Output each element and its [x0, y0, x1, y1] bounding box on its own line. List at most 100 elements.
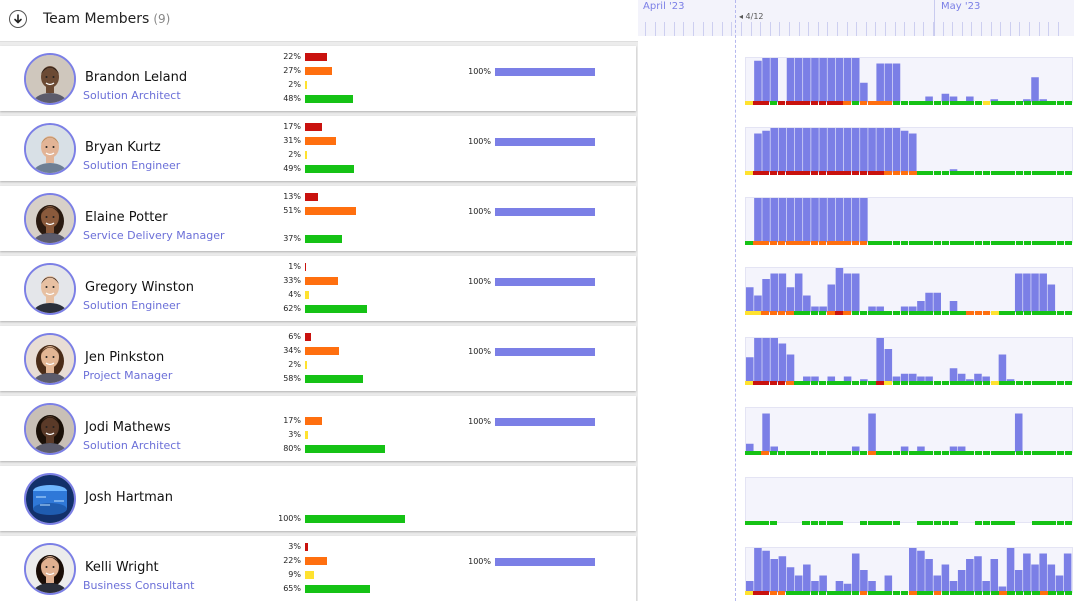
allocation-histogram[interactable]: [745, 477, 1073, 523]
member-row[interactable]: Bryan Kurtz Solution Engineer 17% 31% 2% 49% 1…: [0, 116, 636, 181]
allocation-histogram[interactable]: [745, 197, 1073, 243]
day-tick: [913, 22, 915, 36]
histogram-bar: [835, 581, 844, 592]
histogram-bar: [851, 58, 860, 102]
status-segment: [974, 381, 983, 385]
histogram-bar: [917, 301, 925, 312]
status-segment: [818, 171, 827, 175]
utilization-percent: 2%: [288, 80, 301, 89]
timeline-header: April '23 May '23: [638, 0, 1074, 36]
status-segment: [1015, 241, 1024, 245]
status-segment: [958, 171, 966, 175]
histogram-bar: [746, 287, 754, 312]
member-name[interactable]: Jodi Mathews: [85, 420, 171, 435]
histogram-bar: [770, 128, 778, 172]
histogram-bar: [966, 96, 974, 102]
status-segment: [982, 591, 991, 595]
utilization-yellow-line: 9%: [255, 570, 405, 580]
histogram-svg: [746, 478, 1072, 522]
member-row[interactable]: Jen Pinkston Project Manager 6% 34% 2% 58% 100…: [0, 326, 636, 391]
allocation-histogram[interactable]: [745, 267, 1073, 313]
status-segment: [925, 451, 933, 455]
status-segment: [827, 381, 835, 385]
histogram-bar: [925, 376, 933, 382]
allocation-histogram[interactable]: [745, 547, 1073, 593]
member-row[interactable]: Kelli Wright Business Consultant 3% 22% 9% 65…: [0, 536, 636, 601]
status-segment: [851, 591, 860, 595]
member-row[interactable]: Brandon Leland Solution Architect 22% 27% 2%…: [0, 46, 636, 111]
utilization-red-line: [255, 402, 405, 412]
status-segment: [941, 171, 950, 175]
status-segment: [1007, 171, 1015, 175]
utilization-bar: [305, 417, 322, 425]
status-segment: [999, 101, 1007, 105]
histogram-bar: [851, 446, 860, 452]
collapse-toggle-icon[interactable]: [9, 10, 27, 28]
member-role: Solution Engineer: [83, 159, 181, 172]
status-segment: [991, 381, 999, 385]
status-segment: [761, 101, 769, 105]
status-segment: [1023, 101, 1032, 105]
status-segment: [810, 101, 819, 105]
member-name[interactable]: Brandon Leland: [85, 70, 188, 85]
status-segment: [851, 311, 860, 315]
status-segment: [777, 591, 786, 595]
allocation-histogram[interactable]: [745, 407, 1073, 453]
status-segment: [892, 591, 901, 595]
month-label-may: May '23: [941, 1, 981, 12]
member-row[interactable]: Gregory Winston Solution Engineer 1% 33% 4% 6…: [0, 256, 636, 321]
status-segment: [1032, 521, 1040, 525]
status-segment: [1048, 311, 1056, 315]
histogram-bar: [843, 128, 852, 172]
status-segment: [1023, 381, 1032, 385]
member-name[interactable]: Gregory Winston: [85, 280, 194, 295]
allocation-histogram[interactable]: [745, 337, 1073, 383]
status-segment: [933, 451, 942, 455]
status-segment: [1032, 241, 1040, 245]
status-segment: [745, 591, 753, 595]
utilization-orange-line: 17%: [255, 416, 405, 426]
histogram-bar: [786, 128, 795, 172]
member-row[interactable]: Josh Hartman 100%: [0, 466, 636, 531]
member-row[interactable]: Jodi Mathews Solution Architect 17% 3% 80% 10…: [0, 396, 636, 461]
status-segment: [769, 171, 778, 175]
histogram-bar: [762, 198, 770, 242]
avatar: [24, 123, 76, 175]
status-strip: [745, 311, 1073, 315]
status-segment: [917, 521, 925, 525]
member-name[interactable]: Kelli Wright: [85, 560, 159, 575]
status-segment: [1048, 171, 1056, 175]
histogram-bar: [860, 128, 868, 172]
histogram-bar: [851, 553, 860, 592]
histogram-bar: [819, 575, 827, 592]
status-segment: [966, 241, 974, 245]
status-segment: [835, 101, 843, 105]
histogram-bar: [1039, 273, 1047, 312]
status-segment: [794, 241, 802, 245]
status-segment: [1064, 381, 1073, 385]
status-segment: [1048, 521, 1056, 525]
allocation-histogram[interactable]: [745, 57, 1073, 103]
member-name[interactable]: Josh Hartman: [85, 490, 173, 505]
status-segment: [974, 241, 983, 245]
histogram-bar: [982, 581, 990, 592]
status-segment: [876, 171, 884, 175]
histogram-bar: [1039, 553, 1047, 592]
status-segment: [884, 381, 892, 385]
member-row[interactable]: Elaine Potter Service Delivery Manager 13%…: [0, 186, 636, 251]
avatar: [24, 543, 76, 595]
allocation-histogram[interactable]: [745, 127, 1073, 173]
status-segment: [884, 311, 892, 315]
member-name[interactable]: Bryan Kurtz: [85, 140, 161, 155]
status-segment: [859, 521, 868, 525]
member-name[interactable]: Jen Pinkston: [85, 350, 165, 365]
histogram-bar: [835, 128, 844, 172]
member-name[interactable]: Elaine Potter: [85, 210, 168, 225]
status-segment: [941, 451, 950, 455]
status-segment: [950, 381, 958, 385]
status-segment: [958, 311, 966, 315]
status-segment: [892, 171, 901, 175]
utilization-green-line: 48%: [255, 94, 405, 104]
status-segment: [1056, 591, 1065, 595]
status-segment: [753, 241, 761, 245]
